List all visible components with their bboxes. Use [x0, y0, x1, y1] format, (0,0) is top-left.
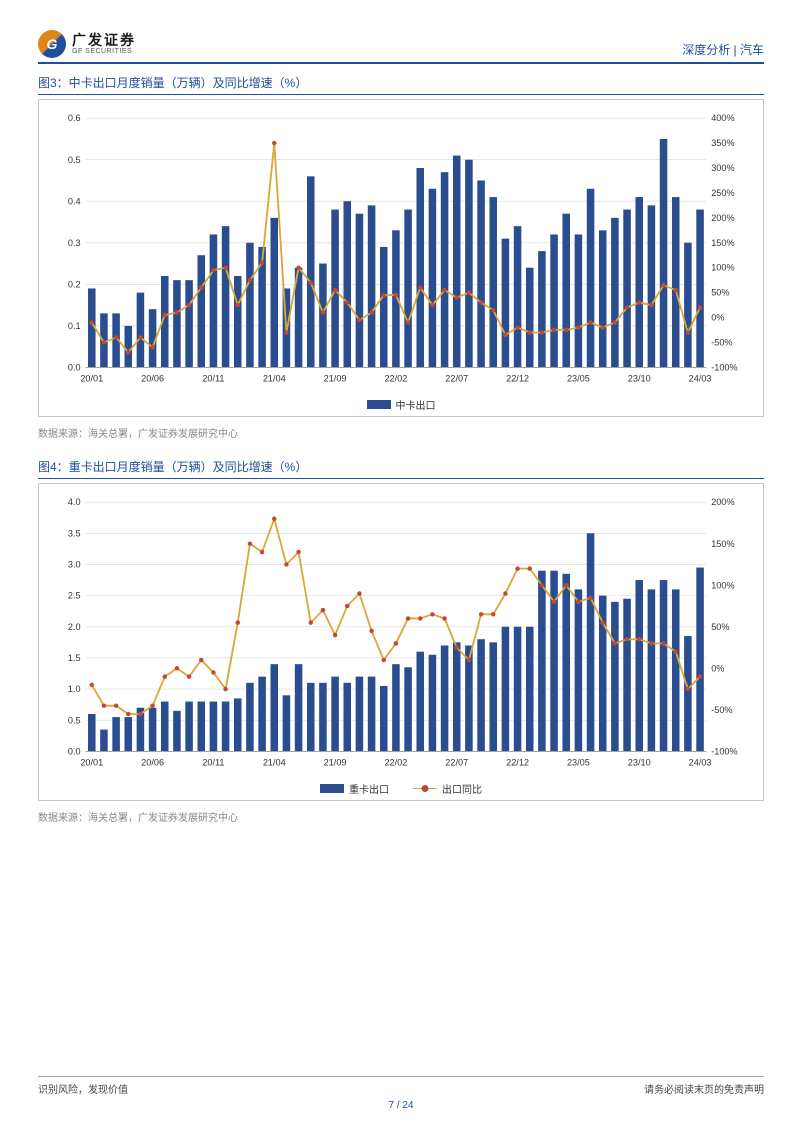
svg-text:300%: 300%	[711, 163, 734, 173]
svg-text:0%: 0%	[711, 663, 724, 673]
svg-text:-50%: -50%	[711, 705, 732, 715]
svg-text:21/04: 21/04	[263, 374, 286, 384]
page-header: G 广发证券 GF SECURITIES 深度分析 | 汽车	[38, 30, 764, 64]
svg-text:-50%: -50%	[711, 338, 732, 348]
legend-bar-label: 中卡出口	[396, 397, 436, 412]
svg-text:-100%: -100%	[711, 746, 737, 756]
figure3-title: 图3：中卡出口月度销量（万辆）及同比增速（%）	[38, 74, 764, 95]
svg-text:100%: 100%	[711, 263, 734, 273]
svg-text:24/03: 24/03	[689, 757, 712, 767]
logo-icon: G	[38, 30, 66, 58]
figure3-source: 数据来源：海关总署，广发证券发展研究中心	[38, 425, 764, 440]
svg-text:4.0: 4.0	[68, 497, 81, 507]
svg-text:20/11: 20/11	[202, 757, 224, 767]
svg-text:22/02: 22/02	[384, 374, 407, 384]
chart3-svg: 0.0 0.1 0.2 0.3 0.4 0.5 0.6 -100% -50% 0% 50% 100% 1…	[45, 108, 757, 393]
svg-text:3.5: 3.5	[68, 528, 81, 538]
svg-text:23/05: 23/05	[567, 757, 590, 767]
svg-text:250%: 250%	[711, 188, 734, 198]
svg-text:23/10: 23/10	[628, 757, 651, 767]
svg-text:20/01: 20/01	[80, 757, 103, 767]
svg-text:0%: 0%	[711, 313, 724, 323]
logo-text-en: GF SECURITIES	[72, 48, 136, 55]
svg-text:-100%: -100%	[711, 362, 737, 372]
svg-text:22/02: 22/02	[384, 757, 407, 767]
svg-text:22/07: 22/07	[445, 757, 468, 767]
svg-text:23/05: 23/05	[567, 374, 590, 384]
svg-text:400%: 400%	[711, 113, 734, 123]
page-number: 7 / 24	[38, 1100, 764, 1111]
svg-text:0.6: 0.6	[68, 113, 81, 123]
figure4-chart: 0.0 0.5 1.0 1.5 2.0 2.5 3.0 3.5 4.0 -100% -50% 0% 50…	[38, 483, 764, 801]
svg-text:20/01: 20/01	[80, 374, 103, 384]
svg-text:1.0: 1.0	[68, 684, 81, 694]
svg-text:20/06: 20/06	[141, 374, 164, 384]
svg-text:0.2: 0.2	[68, 279, 81, 289]
svg-text:0.4: 0.4	[68, 196, 81, 206]
svg-text:21/09: 21/09	[324, 757, 347, 767]
brand-logo: G 广发证券 GF SECURITIES	[38, 30, 136, 58]
svg-text:22/07: 22/07	[445, 374, 468, 384]
svg-text:3.0: 3.0	[68, 559, 81, 569]
footer-left: 识别风险，发现价值	[38, 1081, 128, 1096]
svg-text:0.1: 0.1	[68, 321, 81, 331]
svg-text:1.5: 1.5	[68, 653, 81, 663]
svg-text:22/12: 22/12	[506, 374, 529, 384]
figure4-title: 图4：重卡出口月度销量（万辆）及同比增速（%）	[38, 458, 764, 479]
svg-text:100%: 100%	[711, 580, 734, 590]
svg-text:0.0: 0.0	[68, 362, 81, 372]
svg-text:0.3: 0.3	[68, 238, 81, 248]
header-category: 深度分析 | 汽车	[682, 41, 764, 58]
svg-text:24/03: 24/03	[689, 374, 712, 384]
svg-text:0.5: 0.5	[68, 715, 81, 725]
svg-text:21/04: 21/04	[263, 757, 286, 767]
chart4-svg: 0.0 0.5 1.0 1.5 2.0 2.5 3.0 3.5 4.0 -100% -50% 0% 50…	[45, 492, 757, 777]
footer-right: 请务必阅读末页的免责声明	[644, 1081, 764, 1096]
svg-text:2.0: 2.0	[68, 622, 81, 632]
svg-text:21/09: 21/09	[324, 374, 347, 384]
page-footer: 识别风险，发现价值 请务必阅读末页的免责声明 7 / 24	[38, 1076, 764, 1111]
figure3-chart: 0.0 0.1 0.2 0.3 0.4 0.5 0.6 -100% -50% 0% 50% 100% 1…	[38, 99, 764, 417]
legend-line-label-4: 出口同比	[442, 781, 482, 796]
svg-text:350%: 350%	[711, 138, 734, 148]
svg-text:0.0: 0.0	[68, 746, 81, 756]
svg-text:200%: 200%	[711, 497, 734, 507]
svg-text:50%: 50%	[711, 288, 729, 298]
legend-bar-label-4: 重卡出口	[349, 781, 389, 796]
svg-text:150%: 150%	[711, 539, 734, 549]
svg-text:200%: 200%	[711, 213, 734, 223]
svg-text:22/12: 22/12	[506, 757, 529, 767]
figure3-legend: 中卡出口	[45, 397, 757, 412]
logo-text-cn: 广发证券	[72, 33, 136, 48]
svg-text:150%: 150%	[711, 238, 734, 248]
svg-text:20/11: 20/11	[202, 374, 224, 384]
figure4-legend: 重卡出口 出口同比	[45, 781, 757, 796]
svg-text:20/06: 20/06	[141, 757, 164, 767]
svg-text:2.5: 2.5	[68, 590, 81, 600]
figure4-source: 数据来源：海关总署，广发证券发展研究中心	[38, 809, 764, 824]
svg-text:23/10: 23/10	[628, 374, 651, 384]
svg-text:0.5: 0.5	[68, 155, 81, 165]
svg-text:50%: 50%	[711, 622, 729, 632]
